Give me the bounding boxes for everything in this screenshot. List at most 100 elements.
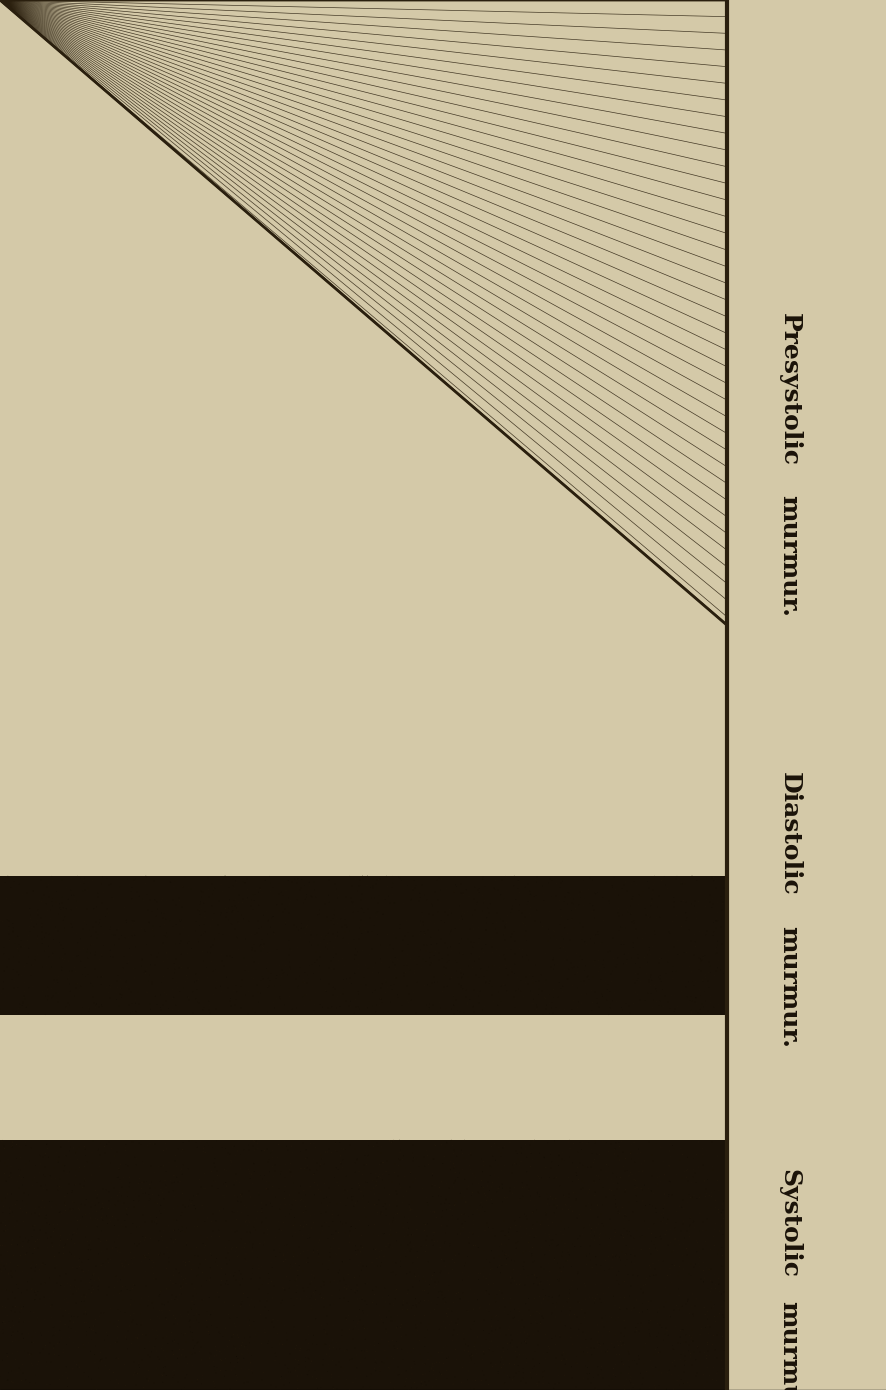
Point xyxy=(388,1176,402,1198)
Point xyxy=(254,1273,268,1295)
Point xyxy=(41,912,55,934)
Point xyxy=(358,1172,372,1194)
Point xyxy=(303,1133,317,1155)
Point xyxy=(215,1232,229,1254)
Point xyxy=(696,1154,710,1176)
Point xyxy=(353,869,367,891)
Point xyxy=(546,1194,560,1216)
Point xyxy=(441,1346,455,1368)
Point xyxy=(498,949,512,972)
Point xyxy=(42,945,56,967)
Point xyxy=(501,1225,516,1247)
Point xyxy=(122,874,136,897)
Point xyxy=(35,1339,50,1361)
Point xyxy=(595,942,610,965)
Point xyxy=(392,1245,407,1268)
Point xyxy=(680,994,695,1016)
Point xyxy=(7,977,21,999)
Point xyxy=(352,1265,366,1287)
Point xyxy=(157,902,171,924)
Point xyxy=(579,966,594,988)
Point xyxy=(170,976,184,998)
Point xyxy=(521,949,535,972)
Point xyxy=(338,1373,353,1390)
Point xyxy=(317,1154,331,1176)
Point xyxy=(38,1165,52,1187)
Point xyxy=(310,1152,324,1175)
Point xyxy=(639,1268,653,1290)
Point xyxy=(549,913,563,935)
Point xyxy=(80,1312,94,1334)
Point xyxy=(494,1282,509,1304)
Point xyxy=(498,917,512,940)
Point xyxy=(470,1289,484,1311)
Point xyxy=(409,1376,424,1390)
Point xyxy=(471,1182,486,1204)
Point xyxy=(204,1161,218,1183)
Point xyxy=(607,1339,621,1361)
Point xyxy=(602,1227,616,1250)
Point xyxy=(233,976,247,998)
Point xyxy=(51,1175,65,1197)
Point xyxy=(44,977,58,999)
Point xyxy=(610,1247,624,1269)
Point xyxy=(192,1376,206,1390)
Point xyxy=(104,1297,118,1319)
Point xyxy=(156,934,170,956)
Point xyxy=(240,878,254,901)
Point xyxy=(401,1194,416,1216)
Point xyxy=(66,1191,80,1213)
Point xyxy=(655,869,669,891)
Point xyxy=(524,967,538,990)
Point xyxy=(495,1240,509,1262)
Point xyxy=(62,1173,76,1195)
Point xyxy=(434,1316,448,1339)
Point xyxy=(64,1211,78,1233)
Point xyxy=(455,1209,470,1232)
Point xyxy=(587,954,601,976)
Point xyxy=(19,1177,33,1200)
Point xyxy=(343,966,357,988)
Point xyxy=(203,870,217,892)
Point xyxy=(65,1182,79,1204)
Point xyxy=(705,1357,719,1379)
Point xyxy=(15,1323,29,1346)
Point xyxy=(442,969,456,991)
Point xyxy=(197,1289,211,1311)
Point xyxy=(222,945,237,967)
Point xyxy=(94,1230,108,1252)
Point xyxy=(19,1201,34,1223)
Point xyxy=(462,1148,477,1170)
Point xyxy=(334,1137,348,1159)
Point xyxy=(76,1365,90,1387)
Point xyxy=(563,1218,578,1240)
Point xyxy=(140,1134,154,1156)
Point xyxy=(586,1364,600,1386)
Point xyxy=(209,924,223,947)
Point xyxy=(233,1232,247,1254)
Point xyxy=(143,965,157,987)
Point xyxy=(439,986,453,1008)
Point xyxy=(248,880,262,902)
Point xyxy=(337,923,351,945)
Point xyxy=(349,1243,363,1265)
Point xyxy=(253,983,268,1005)
Point xyxy=(69,923,83,945)
Point xyxy=(206,877,221,899)
Point xyxy=(380,956,394,979)
Point xyxy=(663,1170,677,1193)
Point xyxy=(400,1262,414,1284)
Point xyxy=(512,994,526,1016)
Point xyxy=(373,1202,387,1225)
Point xyxy=(156,966,170,988)
Point xyxy=(67,1350,82,1372)
Point xyxy=(508,997,522,1019)
Point xyxy=(84,1197,98,1219)
Point xyxy=(338,915,352,937)
Point xyxy=(512,894,526,916)
Point xyxy=(198,906,212,929)
Point xyxy=(51,983,66,1005)
Point xyxy=(407,1372,421,1390)
Point xyxy=(357,1290,371,1312)
Point xyxy=(460,901,474,923)
